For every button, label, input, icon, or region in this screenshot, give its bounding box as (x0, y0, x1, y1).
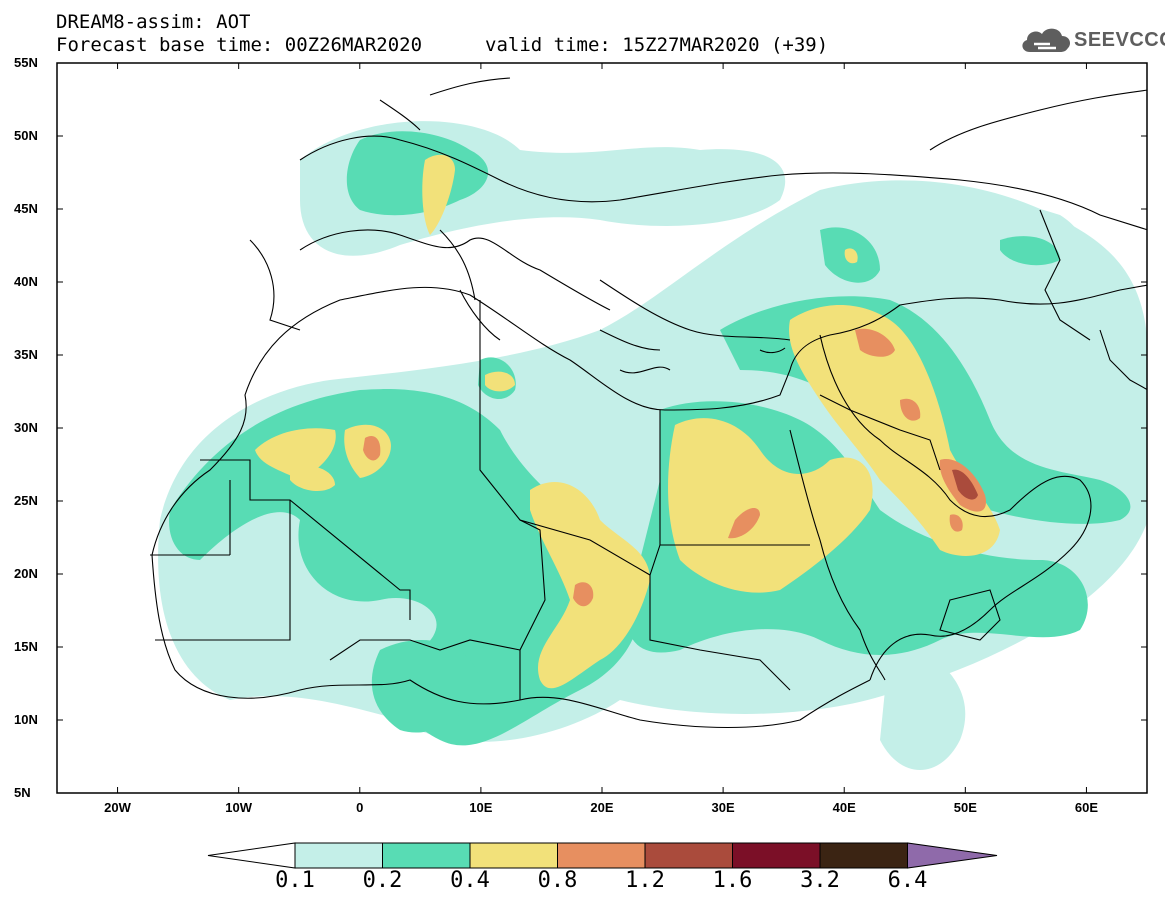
cloud-icon (1022, 28, 1070, 52)
lat-label: 55N (14, 55, 38, 70)
colorbar-label: 0.2 (362, 868, 403, 893)
lat-label: 50N (14, 128, 38, 143)
lat-label: 20N (14, 566, 38, 581)
colorbar-below-triangle (207, 842, 296, 869)
colorbar-label: 0.1 (275, 868, 315, 893)
map-title: DREAM8-assim: AOT (56, 11, 251, 33)
lon-label: 30E (711, 800, 735, 815)
logo-text: SEEVCCC (1074, 29, 1165, 51)
valid-time: valid time: 15Z27MAR2020 (+39) (485, 34, 829, 56)
lon-label: 10W (225, 800, 253, 815)
lon-label: 0 (356, 800, 364, 815)
lat-label: 30N (14, 420, 38, 435)
lon-label: 40E (832, 800, 856, 815)
forecast-base-time: Forecast base time: 00Z26MAR2020 (56, 34, 423, 56)
colorbar-shapes (207, 842, 998, 869)
lat-label: 15N (14, 639, 38, 654)
colorbar-bin (644, 842, 733, 869)
lat-label: 10N (14, 712, 38, 727)
lat-label: 40N (14, 274, 38, 289)
colorbar-bin (382, 842, 471, 869)
colorbar-above-triangle (907, 842, 998, 869)
lat-label: 45N (14, 201, 38, 216)
colorbar-bin (294, 842, 383, 869)
lon-label: 10E (469, 800, 493, 815)
colorbar-label: 0.8 (537, 868, 578, 893)
lon-label: 50E (953, 800, 977, 815)
colorbar-label: 0.4 (450, 868, 490, 893)
aot-1.2-1.6-band (952, 469, 978, 500)
colorbar-label: 3.2 (800, 868, 840, 893)
lat-label: 5N (14, 785, 31, 800)
colorbar-bin (819, 842, 908, 869)
aot-field (150, 77, 1147, 770)
aot-0.4-0.8-band (255, 154, 1000, 689)
colorbar-bin (732, 842, 821, 869)
colorbar-label: 6.4 (887, 868, 928, 893)
axis-ticks (57, 62, 1147, 794)
lat-label: 35N (14, 347, 38, 362)
lon-label: 20W (104, 800, 131, 815)
coastlines-and-borders (150, 77, 1147, 729)
colorbar-bin (557, 842, 646, 869)
lon-label: 60E (1074, 800, 1098, 815)
lat-label: 25N (14, 493, 38, 508)
lon-label: 20E (590, 800, 614, 815)
colorbar-bin (469, 842, 558, 869)
colorbar-label: 1.2 (625, 868, 665, 893)
colorbar-label: 1.6 (712, 868, 753, 893)
seevccc-logo: SEEVCCC (1018, 22, 1165, 58)
